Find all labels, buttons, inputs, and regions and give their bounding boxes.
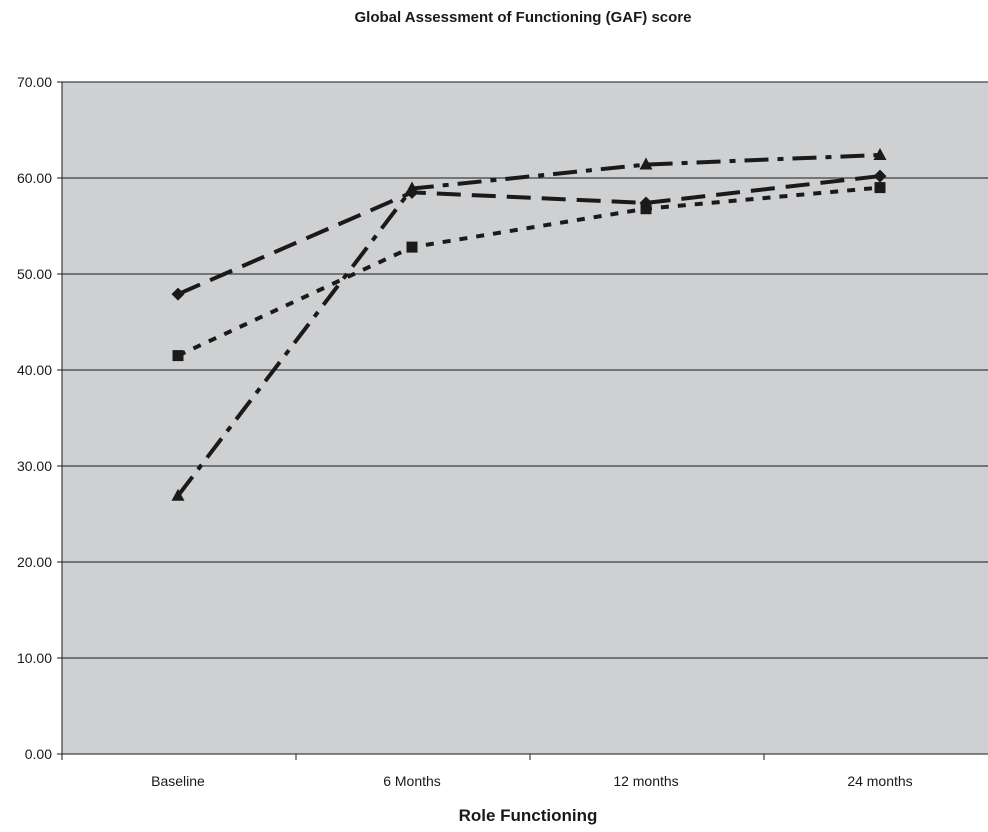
x-tick-label: 24 months <box>847 773 912 789</box>
y-tick-label: 20.00 <box>17 554 52 570</box>
x-axis-label: Role Functioning <box>459 806 598 825</box>
data-point-diamond <box>873 169 887 183</box>
y-tick-label: 10.00 <box>17 650 52 666</box>
data-point-triangle <box>171 488 185 501</box>
data-point-triangle <box>873 147 887 160</box>
series-line <box>177 185 881 358</box>
x-axis: Baseline 6 Months 12 months 24 months <box>61 753 988 789</box>
plot-area <box>62 82 988 754</box>
data-point-triangle <box>639 157 653 170</box>
y-tick-label: 0.00 <box>25 746 52 762</box>
series-square <box>172 182 886 362</box>
y-tick-label: 60.00 <box>17 170 52 186</box>
data-point-triangle <box>405 181 419 194</box>
x-tick-label: 12 months <box>613 773 678 789</box>
series-line <box>177 174 881 296</box>
x-tick-label: 6 Months <box>383 773 441 789</box>
data-point-diamond <box>171 287 185 301</box>
x-tick-label: Baseline <box>151 773 205 789</box>
series-line <box>176 152 881 497</box>
chart-title: Global Assessment of Functioning (GAF) s… <box>355 9 692 26</box>
y-tick-label: 40.00 <box>17 362 52 378</box>
data-point-square <box>874 182 886 194</box>
y-tick-label: 30.00 <box>17 458 52 474</box>
series-group <box>171 147 887 501</box>
y-tick-label: 50.00 <box>17 266 52 282</box>
y-axis: 0.00 10.00 20.00 30.00 40.00 50.00 60.00 70.00 <box>17 74 63 762</box>
y-tick-label: 70.00 <box>17 74 52 90</box>
data-point-square <box>406 241 418 253</box>
data-point-square <box>640 203 652 215</box>
data-point-square <box>172 350 184 362</box>
series-triangle <box>171 147 887 501</box>
